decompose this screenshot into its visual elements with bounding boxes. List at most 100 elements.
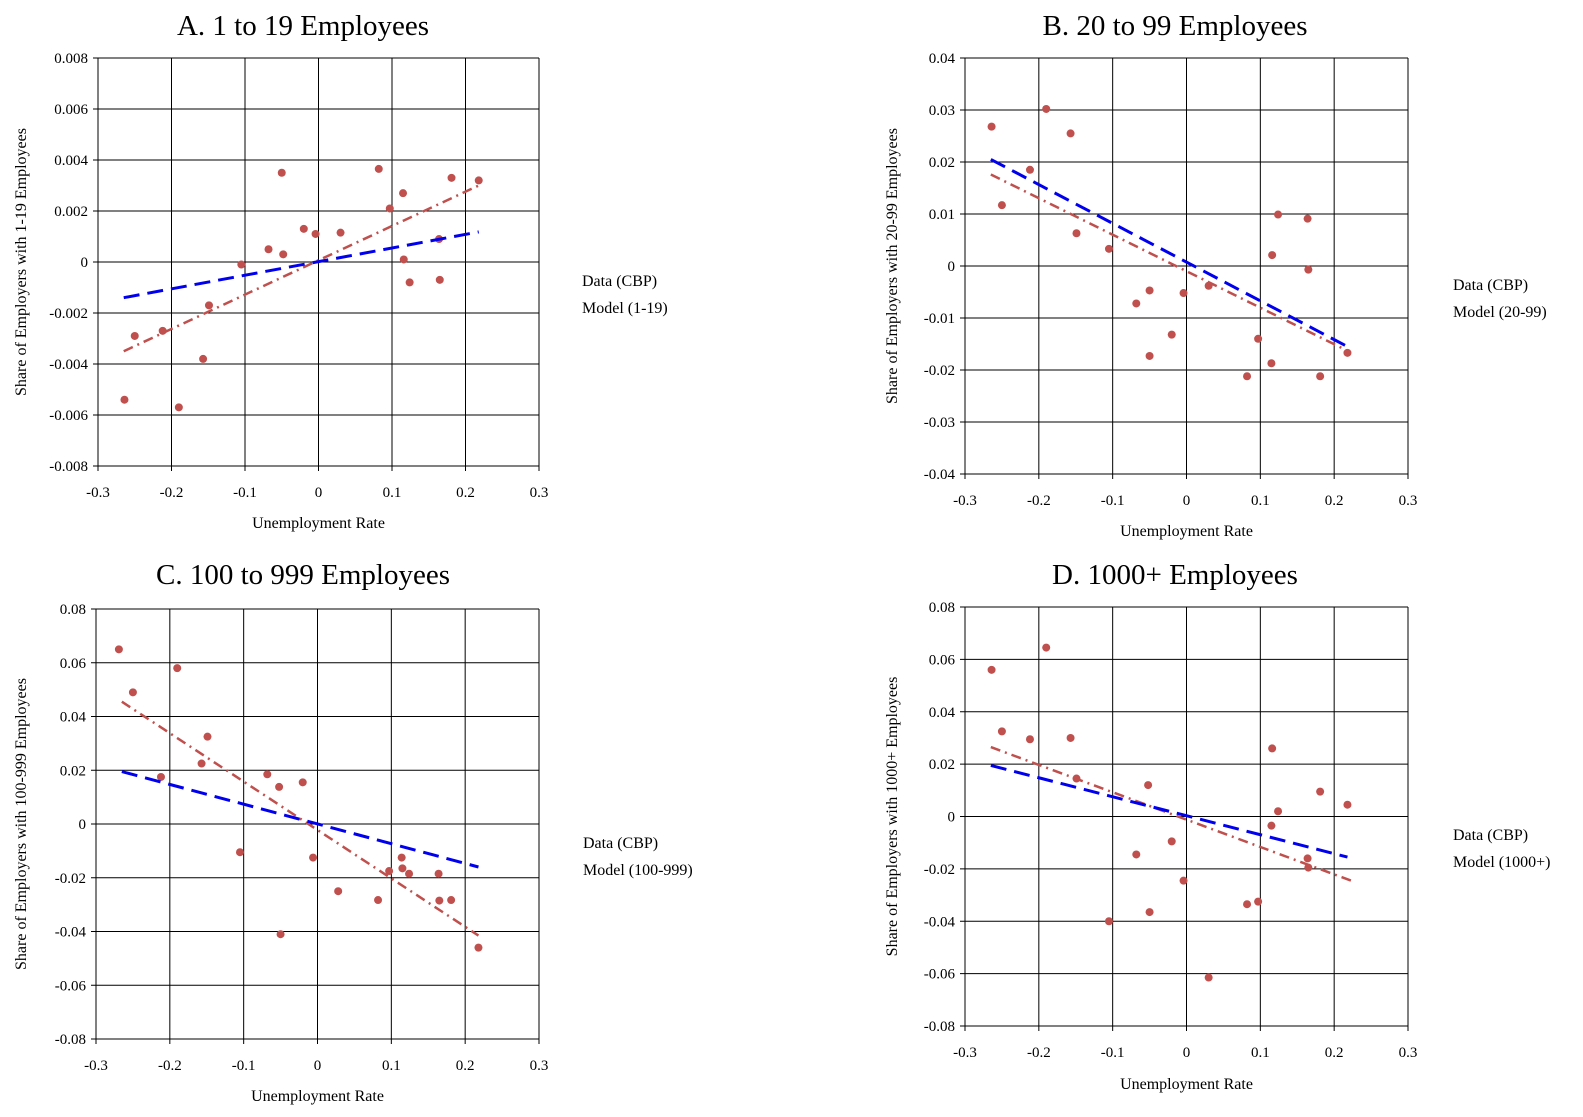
model-series-line <box>121 770 479 869</box>
x-tick-label: 0 <box>1183 1045 1191 1061</box>
data-point <box>279 250 288 259</box>
data-point <box>1042 104 1051 113</box>
chart-title: D. 1000+ Employees <box>1052 559 1298 591</box>
y-tick-label: 0.04 <box>929 705 956 721</box>
y-tick-label: -0.004 <box>49 357 88 373</box>
data-point <box>447 896 456 905</box>
data-point <box>1025 165 1034 174</box>
data-point <box>1267 821 1276 830</box>
data-point <box>130 331 139 340</box>
x-tick-label: 0.2 <box>1325 493 1344 509</box>
y-tick-label: -0.03 <box>924 415 955 431</box>
x-tick-label: 0.3 <box>1399 1045 1418 1061</box>
y-tick-label: -0.02 <box>55 871 86 887</box>
y-tick-label: -0.006 <box>49 408 88 424</box>
legend-entry: Model (20-99) <box>1453 304 1547 321</box>
data-point <box>197 759 206 768</box>
chart-panel-3: C. 100 to 999 Employees -0.3 -0.2 -0.1 0 0.1 0… <box>13 559 693 1105</box>
data-point <box>174 403 183 412</box>
x-tick-label: 0.1 <box>383 485 402 501</box>
data-point <box>435 896 444 905</box>
data-trend-line <box>990 173 1349 352</box>
data-point <box>1303 854 1312 863</box>
y-tick-label: -0.04 <box>55 925 87 941</box>
x-tick-label: 0 <box>315 485 323 501</box>
data-trend-line <box>990 745 1352 882</box>
x-axis-label: Unemployment Rate <box>252 515 385 532</box>
legend-entry: Data (CBP) <box>1453 827 1528 844</box>
y-tick-label: 0.08 <box>60 602 86 618</box>
data-point <box>405 278 414 287</box>
y-tick-label: 0.02 <box>929 155 955 171</box>
data-point <box>987 122 996 131</box>
data-point <box>1316 787 1325 796</box>
x-axis-label: Unemployment Rate <box>1120 1076 1253 1093</box>
data-point <box>1066 129 1075 138</box>
y-tick-label: 0.02 <box>929 757 955 773</box>
data-point <box>397 853 406 862</box>
data-point <box>374 164 383 173</box>
x-tick-label: -0.3 <box>86 485 110 501</box>
data-point <box>374 896 383 905</box>
model-series-line <box>123 230 480 300</box>
data-point <box>1304 265 1313 274</box>
x-tick-label: -0.3 <box>84 1058 108 1074</box>
x-tick-label: 0 <box>314 1058 322 1074</box>
y-tick-label: -0.02 <box>924 363 955 379</box>
data-point <box>399 189 408 198</box>
y-tick-label: 0.01 <box>929 207 955 223</box>
legend-entry: Model (1-19) <box>582 300 668 317</box>
data-point <box>1254 334 1263 343</box>
data-trend-line <box>123 184 480 353</box>
data-point <box>309 853 318 862</box>
data-point <box>299 224 308 233</box>
data-point <box>447 173 456 182</box>
y-tick-label: 0.04 <box>60 710 87 726</box>
data-point <box>1066 733 1075 742</box>
data-point <box>1343 800 1352 809</box>
data-point <box>1167 330 1176 339</box>
data-point <box>435 275 444 284</box>
data-point <box>1104 244 1113 253</box>
data-point <box>1145 908 1154 917</box>
data-point <box>263 770 272 779</box>
x-tick-label: 0.3 <box>530 485 549 501</box>
x-tick-label: -0.2 <box>1027 493 1051 509</box>
x-axis-label: Unemployment Rate <box>251 1088 384 1105</box>
x-tick-label: 0.1 <box>1251 1045 1270 1061</box>
data-point <box>1145 351 1154 360</box>
data-point <box>203 732 212 741</box>
x-tick-label: -0.1 <box>233 485 257 501</box>
y-tick-label: 0.08 <box>929 600 955 616</box>
y-tick-label: 0 <box>948 259 956 275</box>
data-point <box>997 727 1006 736</box>
y-tick-label: 0.002 <box>54 204 88 220</box>
x-tick-label: 0.2 <box>456 1058 475 1074</box>
data-point <box>1243 900 1252 909</box>
y-tick-label: 0.06 <box>929 652 956 668</box>
y-tick-label: -0.008 <box>49 459 88 475</box>
data-point <box>173 664 182 673</box>
y-tick-label: 0.004 <box>54 153 88 169</box>
chart-title: C. 100 to 999 Employees <box>156 559 450 591</box>
data-point <box>398 864 407 873</box>
data-point <box>277 168 286 177</box>
x-tick-label: -0.1 <box>1101 493 1125 509</box>
x-tick-label: -0.3 <box>953 1045 977 1061</box>
data-point <box>1179 289 1188 298</box>
data-point <box>120 395 129 404</box>
y-tick-label: -0.04 <box>924 914 956 930</box>
data-point <box>1316 372 1325 381</box>
x-tick-label: 0.3 <box>530 1058 549 1074</box>
chart-panel-4: D. 1000+ Employees -0.3 -0.2 -0.1 0 0.1 0.2 0.3… <box>884 559 1550 1093</box>
data-point <box>237 260 246 269</box>
y-tick-label: -0.06 <box>924 967 956 983</box>
data-point <box>1167 837 1176 846</box>
y-axis-label: Share of Employers with 100-999 Employee… <box>13 678 30 970</box>
data-point <box>1303 214 1312 223</box>
x-tick-label: 0.1 <box>1251 493 1270 509</box>
data-point <box>1025 735 1034 744</box>
y-tick-label: -0.08 <box>924 1019 955 1035</box>
data-point <box>1254 897 1263 906</box>
